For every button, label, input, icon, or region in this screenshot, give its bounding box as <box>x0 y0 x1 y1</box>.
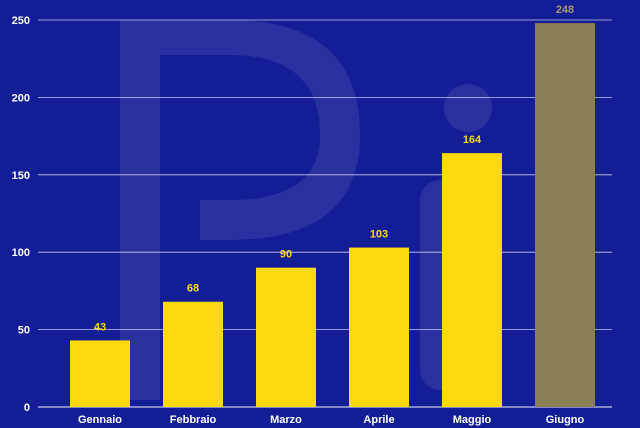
data-label: 90 <box>280 249 292 261</box>
data-label: 164 <box>463 134 482 146</box>
x-tick-label: Febbraio <box>170 414 217 426</box>
y-tick-label: 250 <box>12 15 30 27</box>
data-label: 68 <box>187 283 199 295</box>
y-tick-label: 200 <box>12 92 30 104</box>
data-label: 103 <box>370 229 388 241</box>
bar-giugno <box>535 23 595 407</box>
x-tick-label: Giugno <box>546 414 585 426</box>
x-tick-label: Gennaio <box>78 414 122 426</box>
y-tick-label: 0 <box>24 402 30 414</box>
y-tick-label: 50 <box>18 325 30 337</box>
bar-maggio <box>442 153 502 407</box>
bar-aprile <box>349 247 409 407</box>
x-tick-label: Marzo <box>270 414 302 426</box>
bar-gennaio <box>70 340 130 407</box>
y-tick-label: 100 <box>12 247 30 259</box>
bar-febbraio <box>163 301 223 407</box>
y-tick-label: 150 <box>12 170 30 182</box>
data-label: 248 <box>556 4 574 16</box>
x-tick-label: Maggio <box>453 414 492 426</box>
data-label: 43 <box>94 321 106 333</box>
x-tick-label: Aprile <box>363 414 394 426</box>
bar-marzo <box>256 267 316 407</box>
